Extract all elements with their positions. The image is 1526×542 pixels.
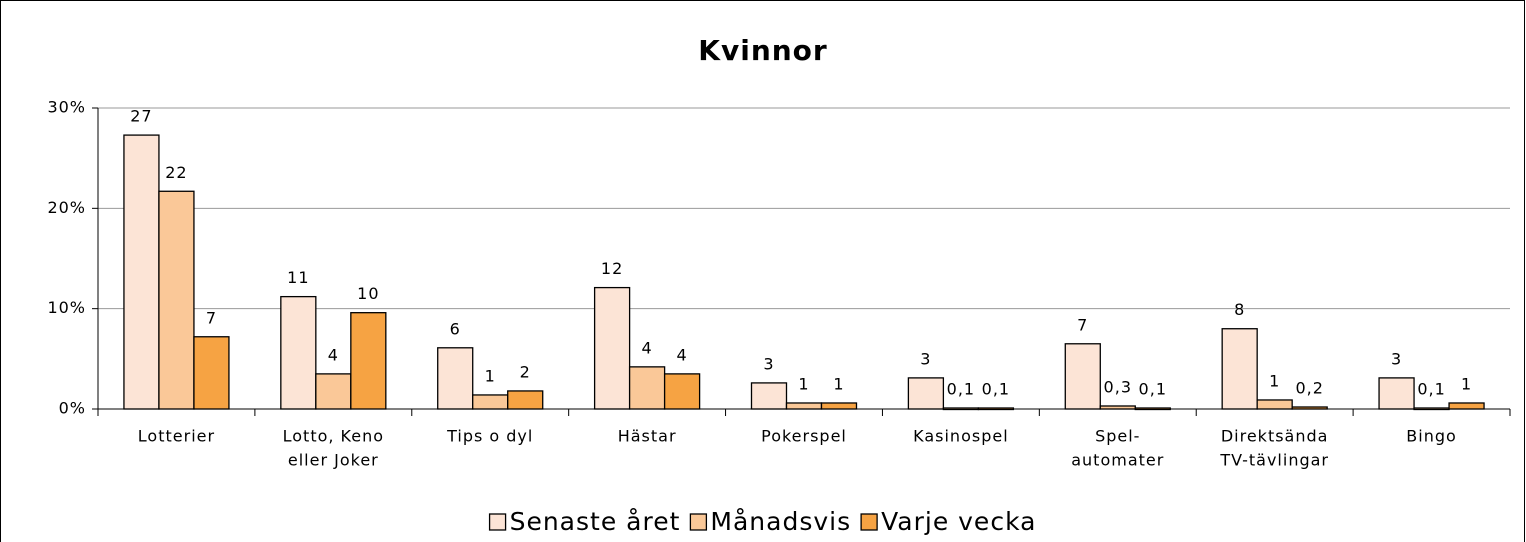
- x-tick-label: Lotto, Keno: [283, 427, 384, 446]
- data-label: 7: [206, 308, 217, 327]
- bar: [820, 402, 858, 410]
- x-tick-label: Lotterier: [138, 427, 215, 446]
- data-label: 1: [485, 366, 496, 385]
- x-tick-label: Direktsända: [1221, 427, 1329, 446]
- data-label: 3: [920, 349, 931, 368]
- bar: [785, 402, 823, 410]
- data-label: 8: [1234, 300, 1245, 319]
- data-label: 1: [798, 374, 809, 393]
- data-label: 3: [1391, 349, 1402, 368]
- bar: [1134, 407, 1171, 411]
- bar: [977, 407, 1015, 411]
- x-tick-label: Kasinospel: [913, 427, 1009, 446]
- data-label: 22: [165, 163, 187, 182]
- legend-label: Månadsvis: [710, 507, 851, 536]
- bar: [1064, 343, 1101, 410]
- data-label: 1: [833, 374, 844, 393]
- data-label: 12: [601, 259, 623, 278]
- bar: [472, 394, 509, 410]
- data-label: 0,1: [947, 379, 975, 398]
- data-label: 1: [1461, 374, 1472, 393]
- bar: [1221, 328, 1258, 410]
- bar: [1291, 406, 1328, 410]
- bar: [158, 190, 195, 410]
- bar: [315, 373, 352, 410]
- data-label: 7: [1077, 315, 1088, 334]
- bar: [123, 134, 160, 410]
- x-tick-label: Pokerspel: [761, 427, 847, 446]
- data-label: 4: [677, 345, 688, 364]
- bar: [1413, 407, 1450, 411]
- bar: [1256, 399, 1293, 410]
- legend-swatch: [860, 513, 878, 531]
- bar: [593, 286, 631, 410]
- data-label: 27: [130, 107, 152, 126]
- bar: [663, 373, 701, 410]
- data-label: 0,3: [1104, 377, 1132, 396]
- data-label: 6: [450, 319, 461, 338]
- data-label: 2: [520, 362, 531, 381]
- y-tick-label: 0%: [59, 399, 86, 418]
- data-label: 11: [287, 268, 309, 287]
- x-tick-label: Spel-: [1095, 427, 1140, 446]
- x-tick-label: Hästar: [618, 427, 677, 446]
- x-tick-label: eller Joker: [288, 451, 379, 470]
- bar: [1378, 377, 1415, 410]
- bar: [350, 312, 387, 410]
- data-label: 0,2: [1295, 378, 1323, 397]
- data-label: 4: [328, 345, 339, 364]
- data-label: 0,1: [1417, 379, 1445, 398]
- bar: [193, 336, 230, 410]
- bar: [437, 347, 474, 410]
- legend-swatch: [689, 513, 708, 531]
- legend-label: Varje vecka: [881, 507, 1036, 536]
- y-tick-label: 10%: [47, 298, 86, 317]
- data-label: 4: [642, 338, 653, 357]
- data-label: 1: [1269, 371, 1280, 390]
- data-label: 3: [763, 354, 774, 373]
- data-label: 10: [357, 284, 379, 303]
- data-label: 0,1: [1139, 379, 1167, 398]
- chart-title: Kvinnor: [698, 34, 827, 67]
- x-tick-label: Bingo: [1406, 427, 1457, 446]
- bar: [907, 377, 945, 410]
- bar: [1099, 405, 1136, 410]
- y-tick-label: 30%: [47, 98, 86, 117]
- bar: [942, 407, 980, 411]
- bar: [750, 382, 788, 410]
- bar: [1448, 402, 1485, 410]
- x-tick-label: Tips o dyl: [446, 427, 533, 446]
- bar: [507, 390, 544, 410]
- x-tick-label: automater: [1071, 451, 1164, 470]
- data-label: 0,1: [982, 379, 1010, 398]
- legend-label: Senaste året: [510, 507, 681, 536]
- bar: [628, 366, 666, 410]
- legend-swatch: [488, 513, 507, 531]
- bar: [280, 295, 317, 410]
- x-tick-label: TV-tävlingar: [1219, 451, 1329, 470]
- y-tick-label: 20%: [47, 198, 86, 217]
